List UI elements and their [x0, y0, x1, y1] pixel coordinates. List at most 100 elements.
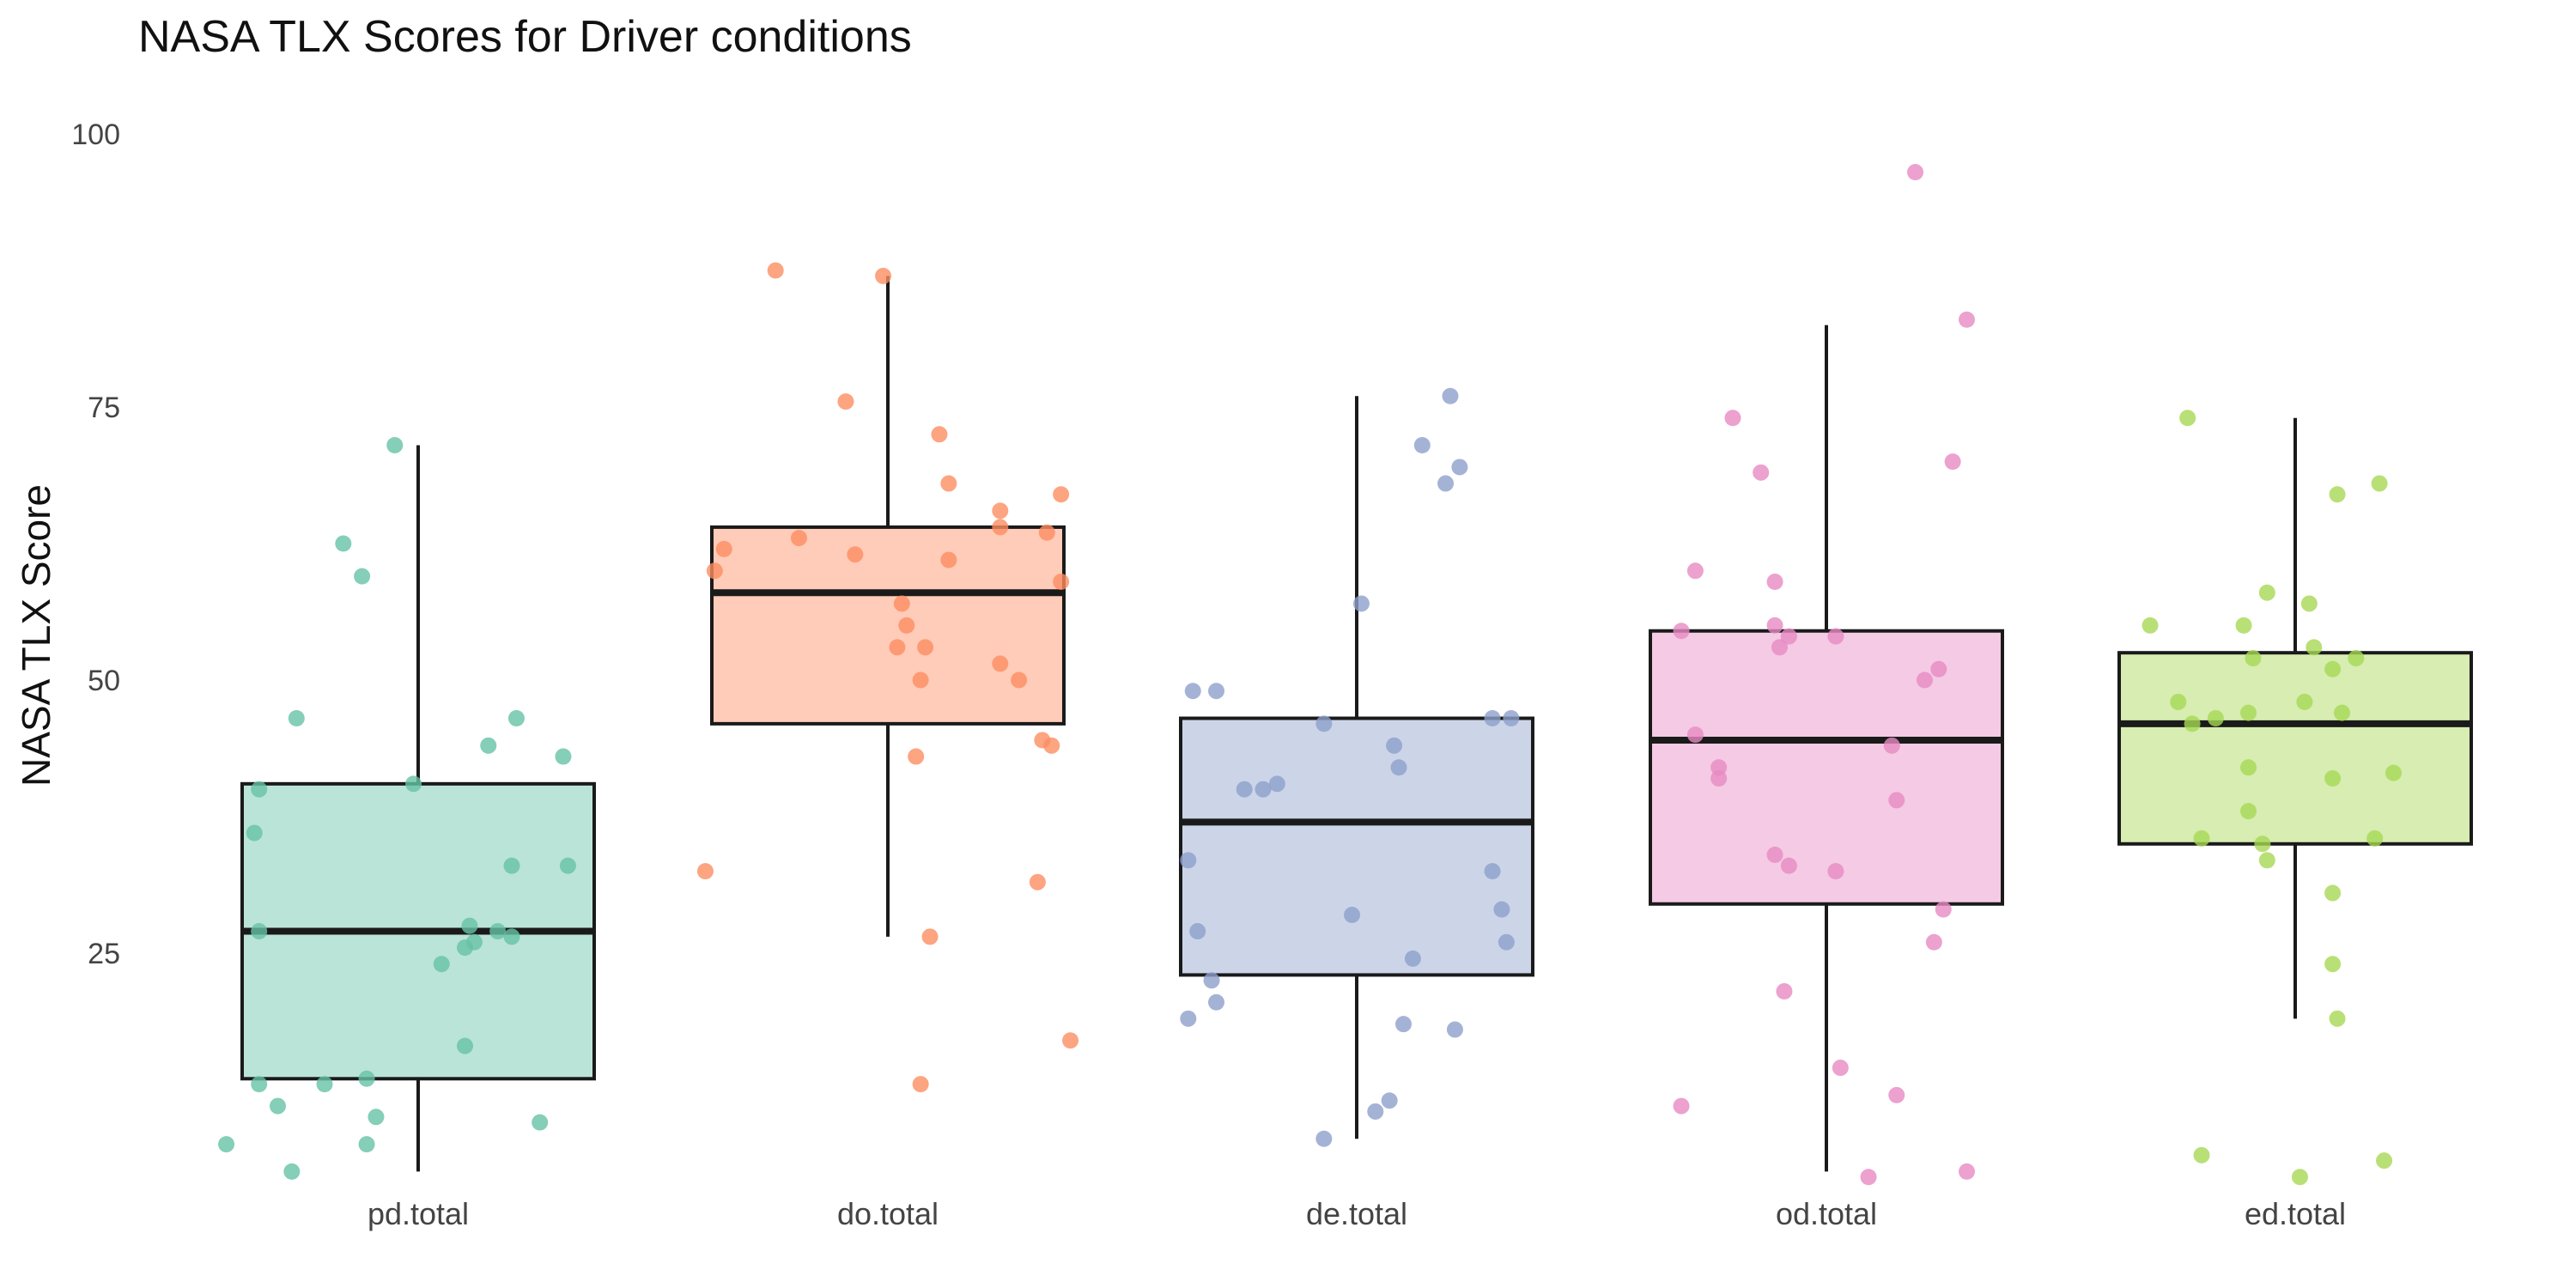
- data-point: [1673, 623, 1690, 640]
- data-point: [2291, 1169, 2308, 1186]
- data-point: [457, 1037, 473, 1054]
- data-point: [503, 928, 520, 945]
- data-point: [218, 1136, 235, 1153]
- data-point: [2324, 769, 2342, 787]
- data-point: [1268, 775, 1285, 793]
- data-point: [507, 710, 525, 727]
- data-points: [218, 164, 2402, 1186]
- data-point: [898, 617, 915, 634]
- data-point: [1451, 459, 1468, 476]
- data-point: [917, 639, 934, 656]
- data-point: [1888, 792, 1905, 809]
- data-point: [2366, 829, 2384, 847]
- data-point: [2142, 617, 2159, 634]
- box-iqr: [710, 525, 1066, 726]
- data-point: [559, 857, 576, 874]
- data-point: [790, 530, 807, 547]
- data-point: [358, 1070, 375, 1087]
- data-point: [2348, 650, 2365, 667]
- data-point: [706, 562, 723, 580]
- data-point: [1236, 781, 1253, 798]
- data-point: [940, 551, 957, 568]
- data-point: [1827, 628, 1844, 645]
- data-point: [2300, 595, 2318, 612]
- data-point: [992, 655, 1009, 672]
- data-point: [1315, 715, 1333, 732]
- data-point: [1062, 1032, 1079, 1049]
- data-point: [1766, 847, 1783, 864]
- data-point: [940, 475, 957, 492]
- data-point: [1753, 464, 1770, 481]
- y-tick-label: 50: [88, 665, 120, 697]
- data-point: [2329, 486, 2346, 503]
- data-point: [368, 1109, 385, 1126]
- data-point: [1484, 710, 1501, 727]
- points-de-total: [1180, 387, 1520, 1147]
- chart-title: NASA TLX Scores for Driver conditions: [138, 12, 912, 62]
- data-point: [1883, 737, 1900, 754]
- data-point: [1208, 683, 1224, 700]
- data-point: [1180, 852, 1197, 869]
- x-tick-label: ed.total: [2245, 1196, 2346, 1231]
- data-point: [1832, 1060, 1849, 1077]
- data-point: [433, 956, 450, 973]
- data-point: [1724, 410, 1741, 427]
- data-point: [875, 267, 892, 284]
- data-point: [1180, 1010, 1197, 1027]
- data-point: [767, 262, 784, 279]
- data-point: [1437, 475, 1455, 492]
- data-point: [1011, 671, 1028, 689]
- data-point: [2329, 1010, 2346, 1027]
- data-point: [251, 781, 268, 798]
- data-point: [2240, 759, 2257, 776]
- data-point: [1930, 660, 1947, 677]
- box-iqr: [1649, 629, 2004, 906]
- data-point: [1493, 901, 1510, 918]
- data-point: [1776, 983, 1793, 1000]
- data-point: [354, 568, 371, 585]
- data-point: [480, 737, 497, 754]
- data-point: [1208, 993, 1224, 1011]
- data-point: [461, 917, 478, 934]
- data-point: [893, 595, 910, 612]
- x-tick-label: de.total: [1306, 1196, 1407, 1231]
- y-tick-label: 25: [88, 938, 120, 970]
- data-point: [1944, 453, 1961, 471]
- data-point: [1498, 933, 1515, 951]
- x-tick-label: od.total: [1776, 1196, 1877, 1231]
- data-point: [1935, 901, 1952, 918]
- data-point: [2296, 693, 2313, 710]
- data-point: [1446, 1021, 1463, 1038]
- data-point: [1673, 1097, 1690, 1115]
- data-point: [1255, 781, 1272, 798]
- data-point: [1390, 759, 1407, 776]
- data-point: [1189, 923, 1206, 940]
- box-iqr: [1179, 716, 1534, 977]
- data-point: [908, 748, 925, 765]
- data-point: [1771, 639, 1788, 656]
- data-point: [1043, 737, 1060, 754]
- data-point: [2184, 715, 2201, 732]
- box-group-de-total: [1179, 396, 1534, 1139]
- data-point: [2306, 639, 2323, 656]
- data-point: [1381, 1092, 1398, 1109]
- data-point: [1925, 933, 1942, 951]
- data-point: [1404, 950, 1421, 967]
- data-point: [1959, 1163, 1975, 1180]
- x-axis-ticks: pd.total do.total de.total od.total ed.total: [368, 1196, 2346, 1231]
- data-point: [1780, 857, 1797, 874]
- data-point: [1038, 524, 1055, 541]
- box-group-od-total: [1649, 325, 2004, 1172]
- data-point: [503, 857, 520, 874]
- data-point: [405, 775, 422, 793]
- data-point: [358, 1136, 375, 1153]
- data-point: [555, 748, 572, 765]
- y-axis-label: NASA TLX Score: [14, 484, 58, 787]
- data-point: [457, 939, 473, 957]
- data-point: [1686, 726, 1704, 744]
- data-point: [1503, 710, 1520, 727]
- x-tick-label: pd.total: [368, 1196, 469, 1231]
- data-point: [2324, 660, 2342, 677]
- points-do-total: [696, 262, 1079, 1093]
